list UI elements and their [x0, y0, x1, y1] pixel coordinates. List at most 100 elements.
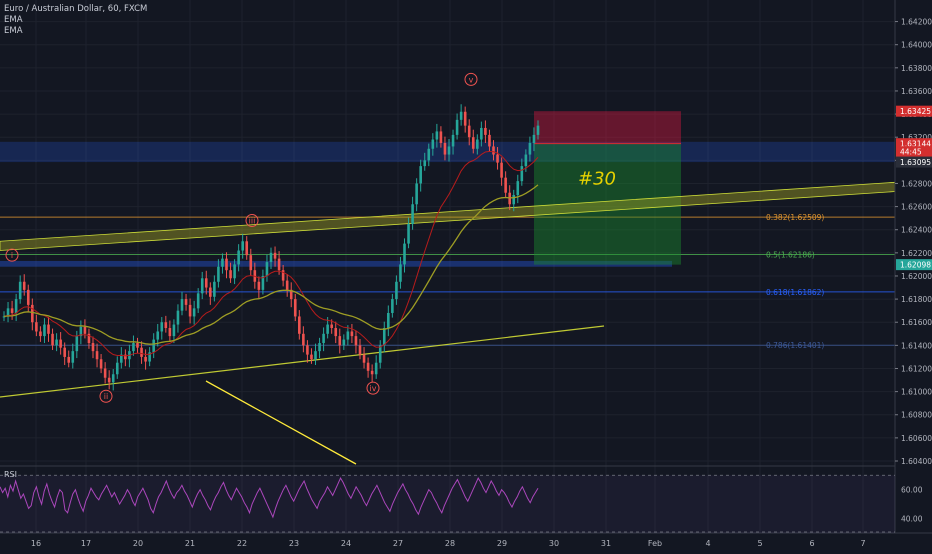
candle-body	[115, 362, 119, 375]
candle-body	[273, 252, 277, 259]
candle-body	[399, 264, 402, 282]
indicator-ema-2: EMA	[4, 26, 23, 36]
fib-label-0: 0.382(1.62509)	[766, 213, 824, 222]
candle-body	[204, 278, 208, 288]
candle-body	[496, 154, 499, 163]
candle-body	[415, 183, 418, 205]
ema-slow-line	[3, 184, 539, 345]
candle-body	[471, 137, 475, 149]
candle-body	[233, 264, 236, 279]
time-tick-label-9: 29	[497, 539, 507, 548]
candle-body	[152, 339, 155, 353]
candle-body	[455, 119, 459, 135]
candle-body	[192, 308, 196, 317]
candle-body	[500, 162, 503, 178]
candle-body	[532, 134, 536, 143]
wave-text: v	[469, 75, 474, 84]
candle-body	[71, 351, 75, 363]
time-tick-label-11: 31	[601, 539, 611, 548]
indicator-ema-1: EMA	[4, 15, 23, 25]
candle-body	[43, 324, 46, 337]
candle-body	[213, 281, 216, 297]
price-tick-label-0: 1.64200	[901, 18, 932, 27]
candle-body	[188, 304, 192, 317]
wave-text: iv	[370, 384, 377, 393]
wave-circle	[5, 248, 19, 262]
candle-body	[318, 343, 321, 352]
candle-body	[277, 258, 281, 271]
candle-body	[51, 333, 54, 346]
candle-body	[524, 154, 528, 167]
ema-fast-line	[3, 150, 539, 357]
time-tick-label-15: 6	[809, 539, 814, 548]
candle-body	[164, 322, 168, 329]
candle-body	[55, 339, 58, 346]
wave-circle	[464, 72, 478, 86]
price-badge-4	[896, 259, 932, 271]
candle-body	[136, 343, 139, 348]
candle-body	[176, 310, 180, 325]
candle-body	[124, 354, 127, 360]
time-tick-label-13: 4	[705, 539, 710, 548]
price-tick-label-11: 1.62000	[901, 272, 932, 281]
candle-body	[221, 258, 224, 267]
wave-label-ii: ii	[99, 389, 113, 403]
candle-body	[298, 316, 301, 334]
wave-text: iii	[249, 216, 256, 225]
candle-body	[6, 308, 10, 317]
price-badge-1	[896, 138, 932, 150]
support-zone	[0, 260, 672, 267]
stop-loss-box	[534, 111, 681, 144]
candle-body	[370, 370, 374, 375]
candle-body	[225, 258, 228, 271]
candle-body	[237, 250, 240, 265]
candle-body	[439, 131, 443, 143]
candle-body	[103, 368, 107, 378]
time-tick-label-16: 7	[860, 539, 865, 548]
rsi-tick-label-1: 40.00	[901, 515, 923, 524]
candle-body	[382, 328, 386, 346]
candle-body	[217, 266, 220, 282]
price-tick-label-8: 1.62600	[901, 203, 932, 212]
candle-body	[285, 280, 289, 290]
candle-body	[269, 252, 273, 263]
rising-channel-band	[0, 181, 896, 251]
candle-body	[289, 289, 293, 300]
candle-body	[431, 139, 435, 149]
candle-body	[476, 139, 479, 149]
wave-text: i	[11, 251, 13, 260]
candle-body	[209, 287, 212, 297]
candle-body	[144, 356, 147, 362]
price-tick-label-18: 1.60600	[901, 434, 932, 443]
candle-body	[148, 352, 151, 362]
candle-body	[528, 142, 532, 155]
candle-body	[395, 281, 398, 300]
price-badge-0	[896, 105, 932, 117]
time-tick-label-8: 28	[445, 539, 455, 548]
wave-label-i: i	[5, 248, 19, 262]
candle-body	[107, 377, 111, 383]
candle-body	[423, 160, 427, 167]
time-tick-label-2: 20	[133, 539, 143, 548]
rsi-label: RSI	[4, 470, 17, 479]
price-badge-label-1: 1.63144	[900, 140, 931, 149]
time-tick-label-6: 24	[341, 539, 351, 548]
price-badge-label-2: 44:45	[900, 148, 922, 157]
lower-trendline	[0, 325, 605, 398]
candle-body	[83, 326, 87, 334]
candle-body	[180, 299, 184, 311]
candle-body	[520, 166, 524, 182]
candle-body	[407, 223, 410, 244]
candle-body	[459, 111, 463, 120]
trade-label: #30	[578, 169, 616, 190]
candle-body	[229, 270, 232, 279]
candle-body	[249, 255, 253, 271]
candle-body	[111, 374, 115, 383]
wave-text: ii	[104, 392, 108, 401]
candle-body	[488, 134, 491, 147]
time-tick-label-7: 27	[393, 539, 403, 548]
price-tick-label-14: 1.61400	[901, 341, 932, 350]
candle-body	[306, 345, 309, 355]
